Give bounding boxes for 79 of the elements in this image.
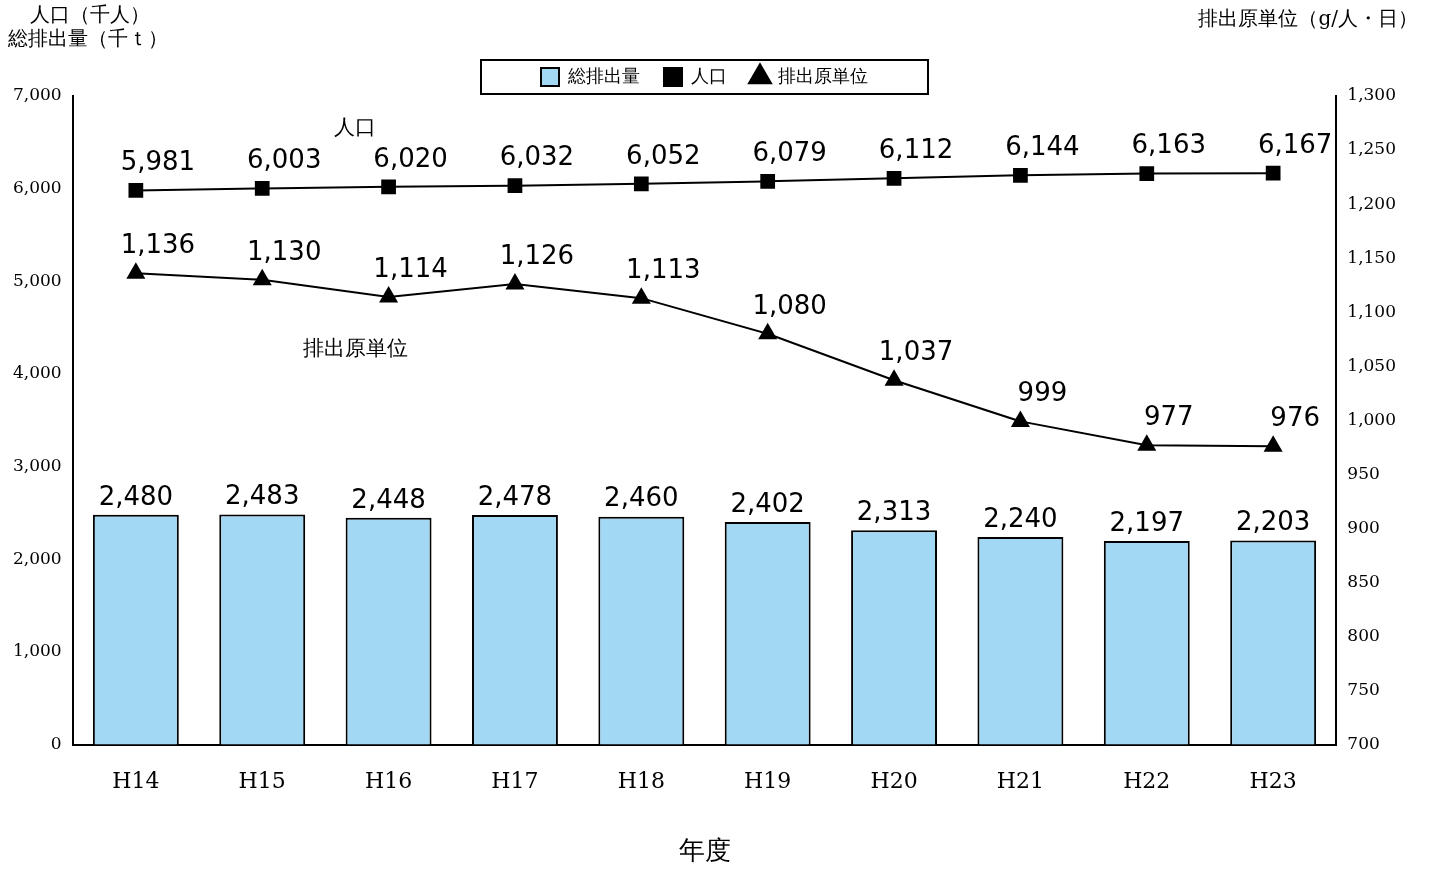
y2-tick-label: 800 [1347, 624, 1380, 645]
y2-tick-label: 1,300 [1347, 84, 1396, 105]
y-tick-label: 1,000 [13, 640, 62, 661]
x-tick-label: H23 [1249, 767, 1297, 793]
data-label: 999 [1017, 377, 1068, 408]
point [253, 269, 272, 286]
x-axis-title: 年度 [678, 834, 731, 865]
x-tick-label: H19 [744, 767, 792, 793]
x-tick-label: H18 [617, 767, 665, 793]
data-label: 2,483 [225, 480, 300, 511]
y2-axis-title: 排出原単位（g/人・日） [1198, 6, 1418, 31]
point [632, 288, 651, 304]
data-label: 6,112 [878, 134, 954, 165]
annotation: 人口 [334, 115, 377, 140]
y-axis-title: 人口（千人）総排出量（千ｔ） [7, 2, 168, 51]
data-label: 2,203 [1235, 506, 1311, 537]
data-label: 2,240 [983, 502, 1058, 533]
y-tick-label: 5,000 [13, 269, 62, 290]
legend-label: 排出原単位 [778, 64, 868, 86]
y2-tick-label: 1,100 [1347, 300, 1396, 321]
data-label: 976 [1270, 401, 1320, 432]
point [379, 287, 398, 303]
y2-tick-label: 900 [1347, 516, 1380, 537]
y2-tick-label: 1,000 [1347, 408, 1396, 429]
data-label: 2,448 [351, 483, 426, 514]
annotation: 排出原単位 [302, 335, 408, 360]
y2-tick-label: 1,200 [1347, 192, 1396, 213]
data-label: 1,126 [499, 239, 575, 270]
y2-tick-label: 950 [1347, 462, 1380, 483]
y2-tick-label: 1,250 [1347, 138, 1396, 159]
data-label: 977 [1143, 400, 1194, 431]
point [1137, 435, 1156, 451]
data-label: 5,981 [120, 146, 196, 177]
point [1011, 411, 1030, 427]
data-label: 2,460 [604, 482, 679, 513]
data-label: 6,020 [373, 142, 448, 173]
point [506, 274, 524, 290]
data-label: 2,402 [730, 487, 805, 518]
data-label: 1,080 [752, 289, 827, 320]
y2-tick-label: 1,150 [1347, 246, 1396, 267]
y2-tick-label: 700 [1347, 733, 1380, 754]
data-label: 6,144 [1005, 131, 1080, 162]
data-label: 2,480 [98, 480, 174, 511]
y2-tick-label: 750 [1347, 678, 1380, 699]
data-label: 2,197 [1109, 506, 1184, 537]
data-label: 6,032 [499, 141, 575, 172]
y-tick-label: 6,000 [13, 177, 62, 198]
legend-label: 総排出量 [567, 64, 640, 86]
x-tick-label: H22 [1123, 767, 1171, 793]
legend-label: 人口 [691, 64, 727, 86]
data-label: 2,313 [856, 496, 932, 527]
point [127, 263, 145, 279]
data-label: 1,114 [373, 252, 448, 283]
x-tick-label: H21 [996, 767, 1045, 793]
point [1264, 436, 1282, 452]
data-label: 6,167 [1257, 128, 1333, 159]
data-label: 6,003 [247, 144, 322, 175]
y-tick-label: 2,000 [13, 547, 62, 568]
data-label: 1,037 [878, 336, 954, 367]
x-tick-label: H15 [238, 767, 286, 793]
data-label: 6,163 [1131, 129, 1206, 160]
point [885, 370, 903, 386]
x-tick-label: H16 [364, 767, 413, 793]
point [758, 323, 777, 340]
y-tick-label: 4,000 [13, 362, 62, 383]
x-tick-label: H20 [870, 767, 918, 793]
x-tick-label: H17 [491, 767, 539, 793]
y-tick-label: 3,000 [13, 455, 62, 476]
data-label: 6,052 [626, 139, 701, 170]
y2-tick-label: 1,050 [1347, 354, 1396, 375]
x-tick-label: H14 [112, 767, 160, 793]
data-label: 2,478 [477, 480, 553, 511]
data-label: 6,079 [752, 137, 827, 168]
y2-tick-label: 850 [1347, 570, 1380, 591]
data-label: 1,113 [626, 253, 701, 284]
y-tick-label: 0 [50, 733, 62, 754]
y-tick-label: 7,000 [13, 84, 62, 105]
data-label: 1,136 [120, 229, 196, 260]
data-label: 1,130 [247, 235, 322, 266]
